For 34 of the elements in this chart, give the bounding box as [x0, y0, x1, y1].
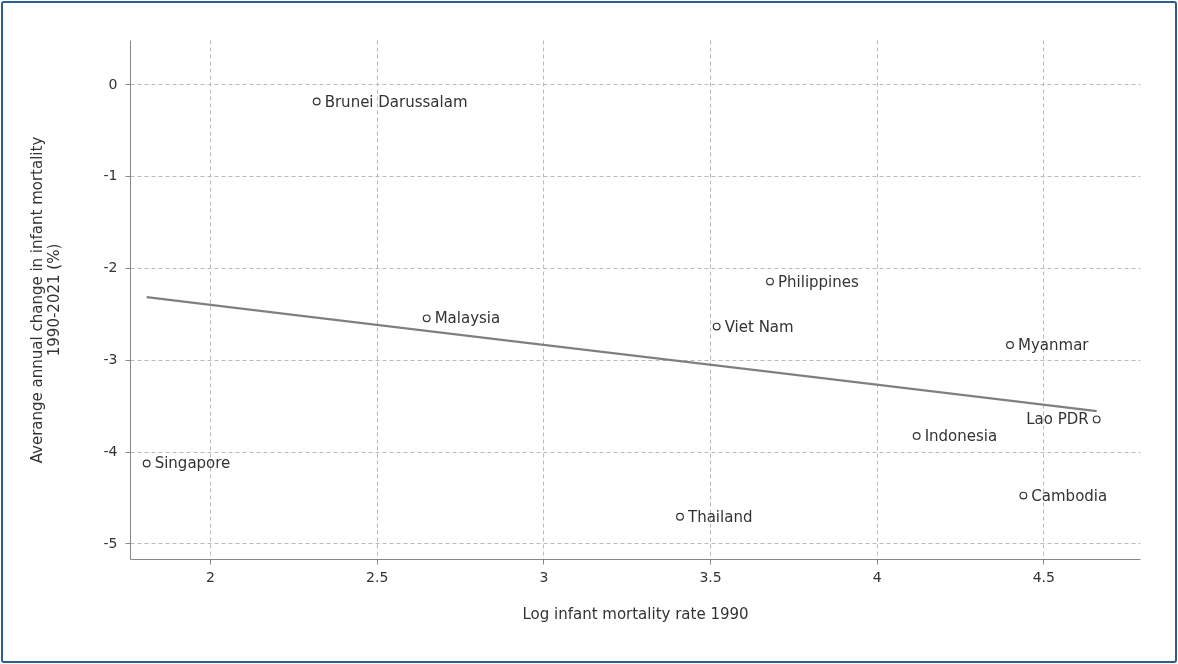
annotation: Lao PDR: [1026, 410, 1089, 429]
annotation: Brunei Darussalam: [324, 92, 468, 111]
x-tick-label: 3: [539, 568, 549, 585]
annotation: Thailand: [687, 507, 753, 526]
annotation: Indonesia: [924, 426, 998, 445]
point: [1019, 491, 1028, 500]
annotation: Myanmar: [1018, 335, 1090, 354]
y-tick-label: -1: [103, 167, 118, 184]
x-axis-title: Log infant mortality rate 1990: [522, 604, 749, 623]
point: [312, 97, 321, 106]
y-tick-label: -4: [103, 443, 118, 460]
point: [142, 459, 151, 468]
point: [912, 431, 921, 440]
x-tick-label: 4: [872, 568, 882, 585]
annotation: Viet Nam: [724, 317, 794, 336]
y-tick-label: -2: [103, 259, 118, 276]
x-tick-label: 3.5: [699, 568, 722, 585]
point: [676, 512, 684, 521]
y-tick-label: -5: [103, 534, 118, 551]
annotation: Cambodia: [1031, 486, 1108, 505]
x-tick-label: 2: [206, 568, 215, 585]
y-tick-label: 0: [108, 75, 118, 92]
point: [712, 322, 721, 331]
x-tick-label: 2.5: [366, 568, 389, 585]
x-tick-label: 4.5: [1032, 568, 1055, 585]
point: [766, 277, 774, 286]
annotation: Malaysia: [434, 309, 501, 328]
annotation: Philippines: [778, 272, 859, 291]
point: [1092, 415, 1101, 424]
point: [422, 314, 431, 323]
annotation: Singapore: [154, 454, 231, 473]
y-axis-title: Averange annual change in infant mortality 1990-2021 (%): [27, 136, 63, 464]
y-tick-label: -3: [103, 351, 118, 368]
point: [1006, 341, 1014, 349]
